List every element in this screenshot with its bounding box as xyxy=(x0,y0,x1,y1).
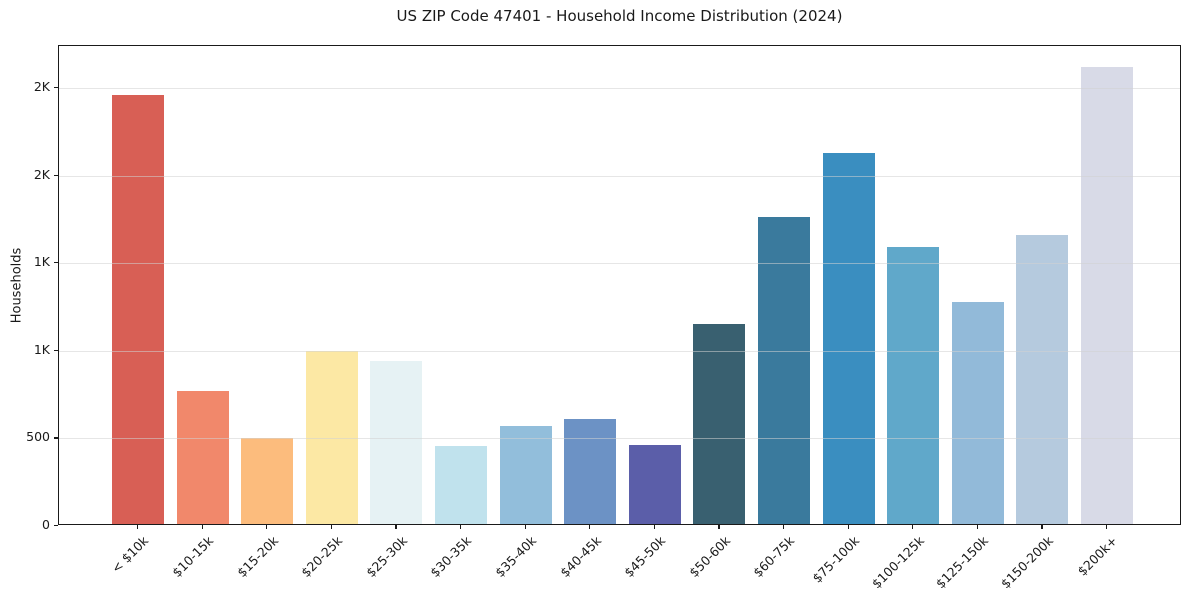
bar-$35-40k xyxy=(499,425,552,524)
gridline xyxy=(59,263,1180,265)
bar-$75-100k xyxy=(822,152,875,524)
y-tick-mark xyxy=(54,349,58,351)
x-tick-mark xyxy=(460,525,462,529)
x-tick-label: $35-40k xyxy=(492,533,540,581)
x-tick-mark xyxy=(718,525,720,529)
y-tick-mark xyxy=(54,87,58,89)
x-tick-mark xyxy=(1041,525,1043,529)
x-tick-label: $60-75k xyxy=(750,533,798,581)
x-tick-mark xyxy=(1106,525,1108,529)
bar-$20-25k xyxy=(305,351,358,524)
y-tick-label: 1K xyxy=(33,341,50,357)
x-tick-label: $150-200k xyxy=(997,533,1056,590)
x-tick-mark xyxy=(912,525,914,529)
x-tick-label: $75-100k xyxy=(809,533,863,586)
y-tick-mark xyxy=(54,174,58,176)
y-tick-mark xyxy=(54,262,58,264)
x-tick-mark xyxy=(847,525,849,529)
x-tick-label: $40-45k xyxy=(556,533,604,581)
y-axis-label: Households xyxy=(0,45,34,525)
y-tick-label: 2K xyxy=(33,166,50,182)
y-tick-mark xyxy=(54,437,58,439)
bar-$15-20k xyxy=(241,438,294,524)
x-tick-label: $45-50k xyxy=(621,533,669,581)
x-tick-label: $125-150k xyxy=(933,533,992,590)
x-tick-label: $200k+ xyxy=(1074,533,1121,579)
x-tick-label: $25-30k xyxy=(362,533,410,581)
x-tick-label: $50-60k xyxy=(685,533,733,581)
x-tick-mark xyxy=(976,525,978,529)
y-tick-label: 1K xyxy=(33,254,50,270)
y-tick-label: 500 xyxy=(26,429,50,445)
y-tick-mark xyxy=(54,525,58,527)
bar-$200k+ xyxy=(1081,66,1133,524)
gridline xyxy=(59,88,1180,89)
x-tick-label: $20-25k xyxy=(298,533,346,581)
bar-$60-75k xyxy=(758,216,810,524)
x-tick-mark xyxy=(137,525,139,529)
gridline xyxy=(59,350,1180,352)
y-tick-label: 2K xyxy=(33,79,50,94)
bar-$40-45k xyxy=(564,418,617,524)
x-tick-mark xyxy=(783,525,785,529)
x-tick-label: $15-20k xyxy=(233,533,281,581)
bar-$45-50k xyxy=(628,445,681,524)
bar-$100-125k xyxy=(887,247,940,524)
bar-$10-15k xyxy=(176,390,229,524)
bar-< $10k xyxy=(112,94,164,524)
plot-area xyxy=(58,45,1181,525)
x-tick-mark xyxy=(330,525,332,529)
x-tick-mark xyxy=(201,525,203,529)
x-tick-mark xyxy=(395,525,397,529)
chart-title: US ZIP Code 47401 - Household Income Dis… xyxy=(396,7,843,25)
x-tick-label: $10-15k xyxy=(169,533,217,581)
bar-$125-150k xyxy=(951,302,1004,524)
gridline xyxy=(59,438,1180,440)
x-tick-mark xyxy=(266,525,268,529)
bar-$150-200k xyxy=(1016,234,1069,524)
x-tick-label: $30-35k xyxy=(427,533,475,581)
x-tick-mark xyxy=(524,525,526,529)
y-tick-label: 0 xyxy=(42,517,50,532)
bar-$25-30k xyxy=(370,361,423,524)
x-tick-label: < $10k xyxy=(108,533,152,576)
x-tick-label: $100-125k xyxy=(868,533,927,590)
gridline xyxy=(59,175,1180,177)
x-tick-mark xyxy=(589,525,591,529)
x-tick-mark xyxy=(653,525,655,529)
bar-$30-35k xyxy=(435,446,487,524)
bar-$50-60k xyxy=(693,324,746,524)
